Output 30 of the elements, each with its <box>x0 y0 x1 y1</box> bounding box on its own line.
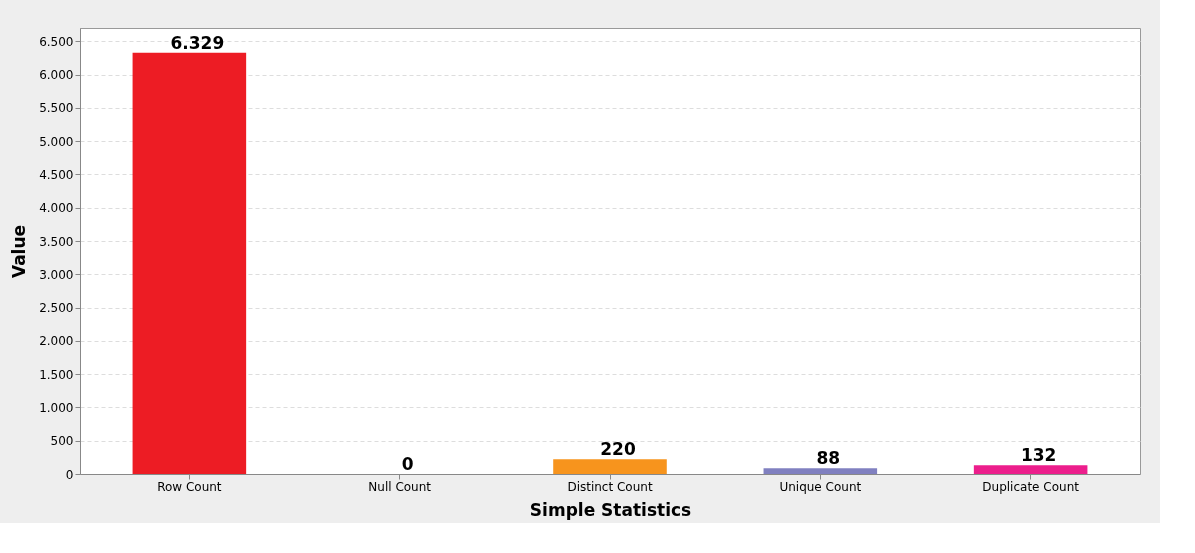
y-tick-label: 2.500 <box>39 301 74 316</box>
y-tick-label: 3.000 <box>39 267 74 282</box>
y-tick-label: 500 <box>50 434 74 449</box>
y-tick-label: 4.500 <box>39 167 74 182</box>
y-tick-label: 5.000 <box>39 134 74 149</box>
y-tick-label: 3.500 <box>39 234 74 249</box>
bar <box>132 52 247 474</box>
data-label: 88 <box>816 448 841 469</box>
y-tick-label: 2.000 <box>39 334 74 349</box>
x-tick-label: Null Count <box>368 479 432 494</box>
bar <box>763 468 878 474</box>
x-tick-label: Row Count <box>157 479 222 494</box>
data-label: 0 <box>401 454 414 474</box>
y-tick-label: 5.500 <box>39 101 74 116</box>
y-tick-label: 1.500 <box>39 367 74 382</box>
y-tick-label: 0 <box>65 467 74 482</box>
y-axis-title: Value <box>9 224 30 279</box>
x-tick-label: Unique Count <box>779 479 862 494</box>
data-label: 220 <box>600 439 636 460</box>
data-label: 6.329 <box>170 32 225 53</box>
y-tick-label: 6.000 <box>39 68 74 83</box>
x-tick-label: Distinct Count <box>567 479 653 494</box>
data-label: 132 <box>1020 445 1057 466</box>
bar <box>973 465 1088 474</box>
x-axis-title: Simple Statistics <box>529 499 692 520</box>
y-tick-label: 1.000 <box>39 400 74 415</box>
y-tick-label: 6.500 <box>39 34 74 49</box>
bar <box>553 459 667 474</box>
y-tick-label: 4.000 <box>39 201 74 216</box>
x-tick-label: Duplicate Count <box>982 479 1080 494</box>
